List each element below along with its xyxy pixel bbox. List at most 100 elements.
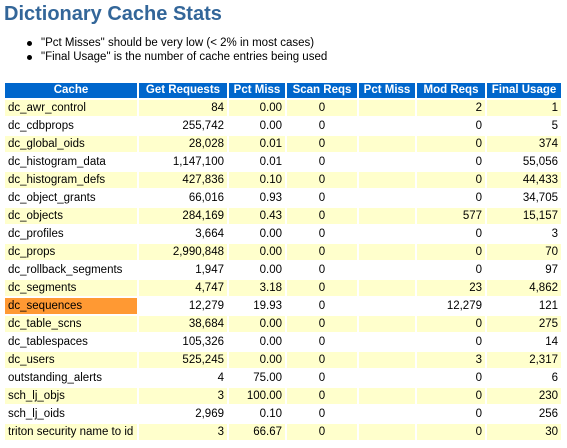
cell-get-requests: 4 — [139, 370, 227, 386]
cell-final-usage: 34,705 — [487, 190, 561, 206]
bullet-icon — [27, 54, 32, 60]
page-title: Dictionary Cache Stats — [4, 3, 222, 25]
cell-mod-reqs: 2 — [417, 100, 485, 116]
header-final-usage: Final Usage — [487, 83, 561, 98]
cell-cache: dc_histogram_data — [5, 154, 137, 170]
cell-cache: dc_table_scns — [5, 316, 137, 332]
cell-get-requests: 284,169 — [139, 208, 227, 224]
header-pct-miss-scan: Pct Miss — [359, 83, 415, 98]
cell-final-usage: 275 — [487, 316, 561, 332]
cell-get-requests: 3,664 — [139, 226, 227, 242]
cell-mod-reqs: 0 — [417, 118, 485, 134]
cell-pct-miss-scan — [359, 388, 415, 404]
cell-final-usage: 374 — [487, 136, 561, 152]
cell-pct-miss: 0.00 — [229, 352, 285, 368]
cell-cache: dc_objects — [5, 208, 137, 224]
cell-cache: dc_props — [5, 244, 137, 260]
cell-pct-miss: 0.01 — [229, 136, 285, 152]
cell-get-requests: 2,990,848 — [139, 244, 227, 260]
cell-final-usage: 70 — [487, 244, 561, 260]
header-get-requests: Get Requests — [139, 83, 227, 98]
cell-pct-miss: 66.67 — [229, 424, 285, 440]
dictionary-cache-table: Cache Get Requests Pct Miss Scan Reqs Pc… — [3, 81, 563, 442]
cell-mod-reqs: 0 — [417, 172, 485, 188]
table-row: dc_rollback_segments 1,947 0.00 0 0 97 — [5, 262, 561, 278]
table-row: dc_histogram_data 1,147,100 0.01 0 0 55,056 — [5, 154, 561, 170]
note-text: "Pct Misses" should be very low (< 2% in… — [41, 37, 315, 49]
cell-scan-reqs: 0 — [287, 334, 357, 350]
cell-final-usage: 4,862 — [487, 280, 561, 296]
cell-mod-reqs: 0 — [417, 190, 485, 206]
table-header-row: Cache Get Requests Pct Miss Scan Reqs Pc… — [5, 83, 561, 98]
cell-scan-reqs: 0 — [287, 100, 357, 116]
cell-mod-reqs: 0 — [417, 424, 485, 440]
table-row: outstanding_alerts 4 75.00 0 0 6 — [5, 370, 561, 386]
cell-pct-miss-scan — [359, 190, 415, 206]
cell-pct-miss-scan — [359, 280, 415, 296]
cell-pct-miss: 0.43 — [229, 208, 285, 224]
cell-get-requests: 4,747 — [139, 280, 227, 296]
cell-pct-miss: 75.00 — [229, 370, 285, 386]
cell-final-usage: 44,433 — [487, 172, 561, 188]
cell-scan-reqs: 0 — [287, 262, 357, 278]
cell-cache: dc_object_grants — [5, 190, 137, 206]
cell-final-usage: 121 — [487, 298, 561, 314]
cell-final-usage: 6 — [487, 370, 561, 386]
table-row: dc_object_grants 66,016 0.93 0 0 34,705 — [5, 190, 561, 206]
cell-get-requests: 3 — [139, 424, 227, 440]
bullet-icon — [27, 41, 32, 46]
cell-cache: dc_global_oids — [5, 136, 137, 152]
table-row: dc_segments 4,747 3.18 0 23 4,862 — [5, 280, 561, 296]
table-row: sch_lj_oids 2,969 0.10 0 0 256 — [5, 406, 561, 422]
cell-scan-reqs: 0 — [287, 118, 357, 134]
cell-mod-reqs: 0 — [417, 136, 485, 152]
notes-list: "Pct Misses" should be very low (< 2% in… — [26, 37, 327, 64]
table-body: dc_awr_control 84 0.00 0 2 1 dc_cdbprops 255,74… — [5, 100, 561, 440]
cell-pct-miss-scan — [359, 154, 415, 170]
cell-scan-reqs: 0 — [287, 208, 357, 224]
cell-pct-miss-scan — [359, 316, 415, 332]
cell-pct-miss: 100.00 — [229, 388, 285, 404]
cell-pct-miss: 0.00 — [229, 334, 285, 350]
table-row: dc_tablespaces 105,326 0.00 0 0 14 — [5, 334, 561, 350]
cell-pct-miss-scan — [359, 172, 415, 188]
cell-get-requests: 66,016 — [139, 190, 227, 206]
cell-pct-miss: 0.10 — [229, 172, 285, 188]
cell-mod-reqs: 23 — [417, 280, 485, 296]
cell-cache: dc_cdbprops — [5, 118, 137, 134]
cell-scan-reqs: 0 — [287, 280, 357, 296]
cell-pct-miss-scan — [359, 370, 415, 386]
cell-get-requests: 2,969 — [139, 406, 227, 422]
cell-mod-reqs: 3 — [417, 352, 485, 368]
cell-get-requests: 28,028 — [139, 136, 227, 152]
cell-scan-reqs: 0 — [287, 316, 357, 332]
cell-pct-miss-scan — [359, 352, 415, 368]
cell-get-requests: 3 — [139, 388, 227, 404]
cell-get-requests: 427,836 — [139, 172, 227, 188]
cell-scan-reqs: 0 — [287, 298, 357, 314]
cell-final-usage: 30 — [487, 424, 561, 440]
cell-scan-reqs: 0 — [287, 172, 357, 188]
cell-mod-reqs: 0 — [417, 334, 485, 350]
cell-pct-miss: 0.93 — [229, 190, 285, 206]
cell-pct-miss-scan — [359, 424, 415, 440]
header-cache: Cache — [5, 83, 137, 98]
table-row: sch_lj_objs 3 100.00 0 0 230 — [5, 388, 561, 404]
cell-pct-miss: 0.00 — [229, 262, 285, 278]
cell-mod-reqs: 577 — [417, 208, 485, 224]
cell-cache: dc_sequences — [5, 298, 137, 314]
cell-mod-reqs: 0 — [417, 262, 485, 278]
cell-pct-miss-scan — [359, 334, 415, 350]
cell-pct-miss: 0.00 — [229, 226, 285, 242]
cell-pct-miss: 0.00 — [229, 100, 285, 116]
cell-mod-reqs: 12,279 — [417, 298, 485, 314]
table-row: dc_cdbprops 255,742 0.00 0 0 5 — [5, 118, 561, 134]
cell-get-requests: 525,245 — [139, 352, 227, 368]
cell-final-usage: 14 — [487, 334, 561, 350]
cell-final-usage: 256 — [487, 406, 561, 422]
cell-pct-miss: 0.01 — [229, 154, 285, 170]
note-final-usage: "Final Usage" is the number of cache ent… — [26, 51, 327, 65]
header-pct-miss: Pct Miss — [229, 83, 285, 98]
cell-pct-miss: 0.00 — [229, 316, 285, 332]
cell-cache: dc_segments — [5, 280, 137, 296]
